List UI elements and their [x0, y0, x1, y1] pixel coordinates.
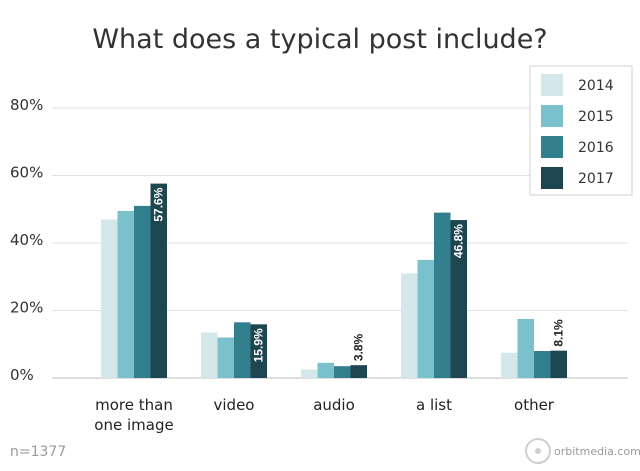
legend-label: 2017 — [578, 171, 614, 187]
y-tick-label: 40% — [10, 231, 43, 249]
bar — [101, 219, 118, 378]
bar — [150, 183, 167, 378]
bars: 57.6% 15.9% 3.8% 46.8% 8.1% — [101, 183, 567, 378]
bar-group: 57.6% — [101, 183, 167, 378]
legend-swatch — [541, 105, 563, 127]
source-credit: orbitmedia.com — [554, 445, 640, 458]
data-label: 15.9% — [252, 328, 266, 362]
x-tick-label: a list — [416, 396, 452, 414]
bar-group: 15.9% — [201, 322, 267, 378]
bar — [301, 369, 318, 378]
orbit-logo-icon — [525, 438, 551, 464]
bar — [350, 365, 367, 378]
data-label: 3.8% — [352, 333, 366, 361]
x-tick-label: other — [514, 396, 555, 414]
bar — [217, 337, 234, 378]
bar — [501, 352, 518, 378]
legend: 2014 2015 2016 2017 — [529, 65, 633, 196]
y-axis: 0% 20% 40% 60% 80% — [10, 96, 43, 384]
legend-swatch — [541, 74, 563, 96]
y-tick-label: 80% — [10, 96, 43, 114]
legend-label: 2015 — [578, 109, 614, 125]
bar — [450, 220, 467, 378]
data-label: 46.8% — [452, 224, 466, 258]
bar — [534, 351, 551, 378]
legend-swatch — [541, 167, 563, 189]
legend-label: 2016 — [578, 140, 614, 156]
legend-swatch — [541, 136, 563, 158]
bar-group: 3.8% — [301, 333, 367, 378]
bar — [434, 212, 451, 378]
bar — [250, 324, 267, 378]
bar — [334, 366, 351, 378]
bar — [317, 362, 334, 378]
bar — [517, 318, 534, 378]
bar — [234, 322, 251, 378]
legend-label: 2014 — [578, 78, 614, 94]
sample-size-note: n=1377 — [10, 444, 66, 460]
x-tick-label: more than one image — [94, 396, 173, 434]
bar-group: 8.1% — [501, 318, 567, 378]
chart-title: What does a typical post include? — [92, 24, 547, 55]
y-tick-label: 60% — [10, 164, 43, 182]
y-tick-label: 20% — [10, 299, 43, 317]
source-logo: orbitmedia.com — [525, 438, 640, 464]
bar — [117, 210, 134, 378]
bar — [550, 350, 567, 378]
x-tick-label: audio — [313, 396, 355, 414]
bar-group: 46.8% — [401, 212, 467, 378]
bar — [134, 205, 151, 378]
y-tick-label: 0% — [10, 366, 34, 384]
data-label: 8.1% — [552, 319, 566, 347]
bar — [201, 332, 218, 378]
x-axis: more than one image video audio a list other — [94, 396, 555, 434]
x-tick-label: video — [214, 396, 255, 414]
data-label: 57.6% — [152, 187, 166, 221]
bar — [417, 259, 434, 378]
bar — [401, 273, 418, 378]
